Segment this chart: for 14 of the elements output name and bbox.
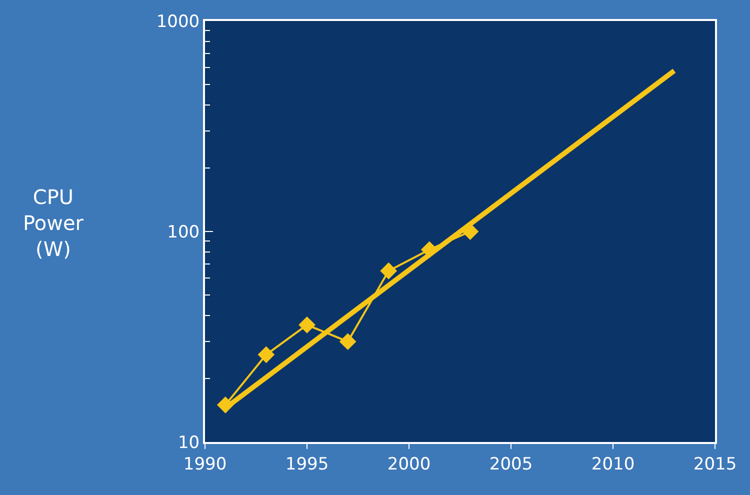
x-tick-label: 1995: [285, 454, 329, 474]
x-tick-label: 2010: [591, 454, 635, 474]
y-tick-label: 1000: [156, 12, 200, 32]
x-tick-label: 1990: [183, 454, 227, 474]
point: [298, 316, 316, 334]
point: [258, 346, 275, 364]
x-tick-label: 2015: [693, 454, 737, 474]
x-tick-label: 2005: [489, 454, 533, 474]
point: [380, 262, 398, 280]
y-tick-label: 10: [178, 432, 200, 453]
y-tick-label: 100: [167, 222, 200, 242]
y-axis-title: CPU Power (W): [23, 185, 84, 261]
point: [339, 333, 356, 350]
x-tick-label: 2000: [387, 454, 431, 474]
